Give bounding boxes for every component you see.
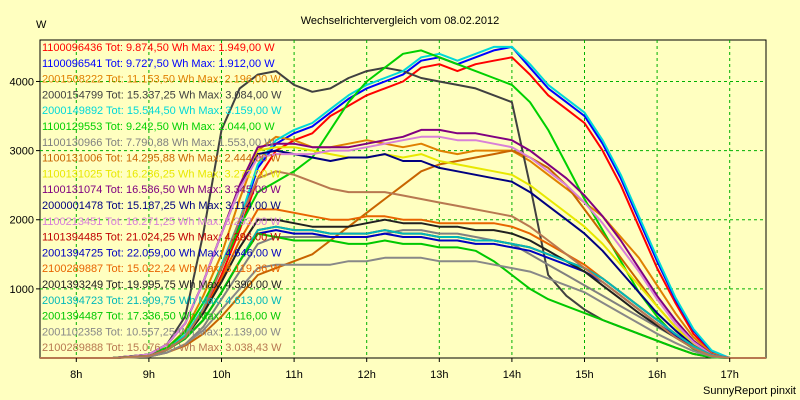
series-line-19	[40, 256, 766, 359]
series-line-6	[40, 49, 766, 359]
series-line-20	[40, 170, 766, 359]
legend-entry-9: 1100131025 Tot: 16.236,25 Wh Max: 3.272,…	[42, 168, 281, 180]
series-group	[40, 45, 766, 359]
x-tick-label: 12h	[358, 369, 376, 381]
y-axis-ticks: 1000 2000 3000 4000	[10, 76, 40, 296]
footer-credit: SunnyReport pinxit	[703, 385, 796, 397]
series-line-18	[40, 232, 766, 359]
y-tick-label: 2000	[10, 215, 34, 227]
x-axis-ticks: 8h 9h 10h 11h 12h 13h 14h 15h 16h 17h	[70, 358, 739, 381]
series-line-12	[40, 135, 766, 359]
x-tick-label: 11h	[285, 369, 303, 381]
x-tick-label: 9h	[143, 369, 155, 381]
legend-entry-16: 2001393249 Tot: 19.995,75 Wh Max: 4.390,…	[42, 279, 282, 291]
y-axis-label: W	[36, 19, 47, 31]
y-tick-label: 4000	[10, 76, 34, 88]
x-tick-label: 15h	[575, 369, 593, 381]
legend-entry-8: 1100131006 Tot: 14.295,88 Wh Max: 2.444,…	[42, 153, 281, 165]
y-tick-label: 3000	[10, 146, 34, 158]
series-line-16	[40, 218, 766, 359]
legend-entry-3: 2001508222 Tot: 11.153,50 Wh Max: 2.196,…	[42, 74, 281, 86]
plot-area	[39, 39, 767, 359]
x-tick-label: 17h	[721, 369, 739, 381]
legend-entry-20: 2100289888 Tot: 15.076,76 Wh Max: 3.038,…	[42, 342, 282, 354]
legend-entry-10: 1100131074 Tot: 16.586,50 Wh Max: 3.345,…	[42, 184, 281, 196]
legend-entry-2: 1100096541 Tot: 9.727,50 Wh Max: 1.912,0…	[42, 58, 275, 70]
legend-entry-6: 1100129553 Tot: 9.242,50 Wh Max: 2.044,0…	[42, 121, 275, 133]
legend-entry-17: 2001394723 Tot: 21.909,75 Wh Max: 4.613,…	[42, 295, 282, 307]
x-tick-label: 14h	[503, 369, 521, 381]
x-tick-label: 8h	[70, 369, 82, 381]
series-line-7	[40, 229, 766, 359]
legend-entry-13: 1101394485 Tot: 21.024,25 Wh Max: 4.396,…	[42, 232, 281, 244]
x-tick-label: 16h	[648, 369, 666, 381]
y-tick-label: 1000	[10, 284, 34, 296]
legend-entry-18: 2001394487 Tot: 17.336,50 Wh Max: 4.116,…	[42, 311, 281, 323]
legend-entry-15: 2100289887 Tot: 15.022,24 Wh Max: 3.119,…	[42, 263, 281, 275]
legend-entry-4: 2000154799 Tot: 15.337,25 Wh Max: 3.084,…	[42, 89, 282, 101]
legend-entry-12: 1100213451 Tot: 16.271,25 Wh Max: 3.293,…	[42, 216, 281, 228]
legend-entry-14: 2001394725 Tot: 22.059,00 Wh Max: 4.646,…	[42, 247, 282, 259]
legend-entry-1: 1100096436 Tot: 9.874,50 Wh Max: 1.949,0…	[42, 42, 275, 54]
legend-entry-19: 2001102358 Tot: 10.557,25 Wh Max: 2.139,…	[42, 326, 281, 338]
legend-entry-7: 1100130966 Tot: 7.790,88 Wh Max: 1.553,0…	[42, 137, 275, 149]
x-tick-label: 10h	[212, 369, 230, 381]
x-tick-label: 13h	[430, 369, 448, 381]
legend-entry-5: 2000149892 Tot: 15.544,50 Wh Max: 3.159,…	[42, 105, 282, 117]
legend-entry-11: 2000001478 Tot: 15.187,25 Wh Max: 3.114,…	[42, 200, 281, 212]
series-line-3	[40, 135, 766, 359]
legend: 1100096436 Tot: 9.874,50 Wh Max: 1.949,0…	[42, 42, 282, 354]
chart-title: Wechselrichtervergleich vom 08.02.2012	[301, 15, 500, 27]
